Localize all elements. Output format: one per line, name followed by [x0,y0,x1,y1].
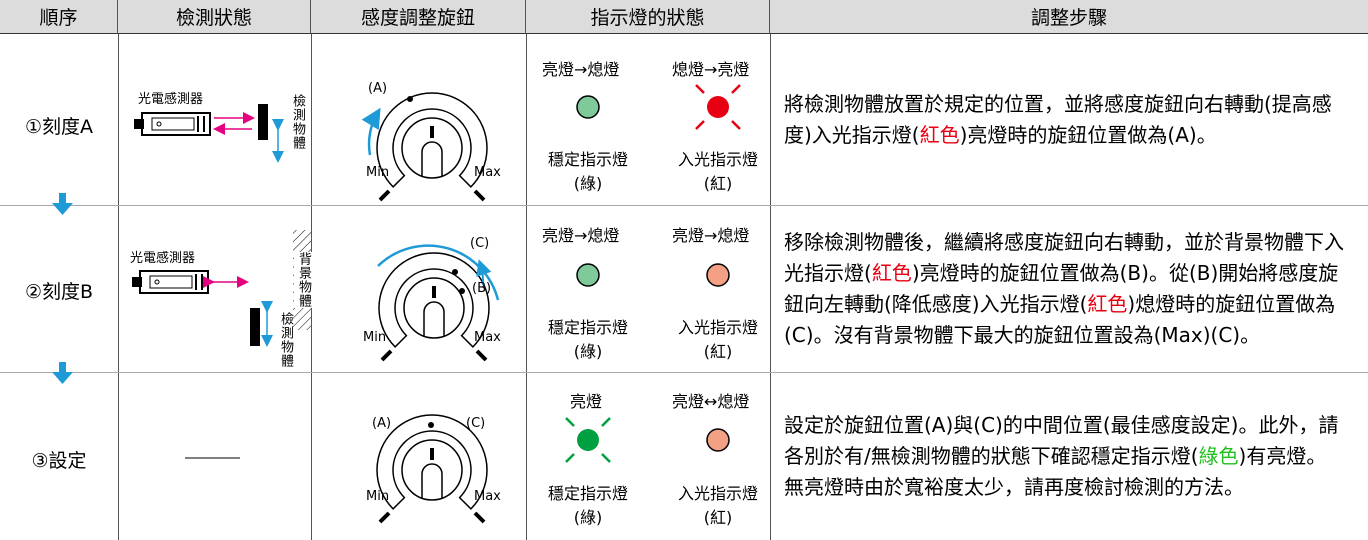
lamp [576,95,600,119]
indicator-state: 亮燈→熄燈 [542,226,620,245]
indicator-label: 穩定指示燈 (綠) [547,484,628,527]
step-text: 紅色 [1087,291,1128,316]
object-label: 檢測物體 [278,312,293,368]
indicator-state: 亮燈 [570,392,603,411]
step-text: 紅色 [871,260,912,285]
flow-arrow [52,362,73,384]
row-line [0,205,1368,206]
indicator-label: 穩定指示燈 (綠) [547,150,628,193]
object-label: 檢測物體 [290,94,305,150]
step-text: 無亮燈時由於寬裕度太少，請再度檢討檢測的方法。 [784,474,1244,499]
knob-mark: (B) [472,281,491,296]
indicator-label: 穩定指示燈 (綠) [547,318,628,361]
sensor-icon [133,112,211,136]
knob-max: Max [474,330,501,345]
steps: 移除檢測物體後，繼續將感度旋鈕向右轉動，並於背景物體下入光指示燈(紅色)亮燈時的… [770,205,1368,372]
header-cell: 順序 [0,0,118,34]
step-paragraph: 無亮燈時由於寬裕度太少，請再度檢討檢測的方法。 [784,472,1356,503]
step-text: 紅色 [919,122,960,147]
step-text: 移除檢測物體後，繼續將感度旋鈕向右轉動，並於背景物體下入光指示燈( [784,229,1344,285]
header-cell: 檢測狀態 [118,0,311,34]
lamp [576,263,600,287]
header-cell: 感度調整旋鈕 [311,0,526,34]
knob-mark: (C) [466,416,485,431]
step-text: 設定於旋鈕位置(A)與(C)的中間位置(最佳感度設定)。此外，請各別於有/無檢測… [784,412,1339,468]
knob-icon [375,91,489,202]
header-cell: 調整步驟 [770,0,1368,34]
object-icon [250,308,260,346]
indicator-label: 入光指示燈 (紅) [677,150,758,193]
step-text: )亮燈時的旋鈕位置做為(A)。 [959,122,1217,147]
sensor-label: 光電感測器 [130,251,196,266]
indicator-label: 入光指示燈 (紅) [677,318,758,361]
knob-min: Min [366,489,389,504]
indicator-state: 亮燈→熄燈 [672,226,750,245]
indicator-label: 入光指示燈 (紅) [677,484,758,527]
order: ①刻度A [24,116,94,138]
indicator-state: 熄燈→亮燈 [672,60,750,79]
step-text: 將檢測物體放置於規定的位置，並將感度旋鈕向右轉動(提高感度)入光指示燈( [784,91,1332,147]
order: ③設定 [31,450,87,472]
lamp [706,428,730,452]
sensor-icon [131,270,209,294]
header-cell: 指示燈的狀態 [526,0,770,34]
object-icon [258,104,268,140]
lamp [577,429,599,451]
steps: 將檢測物體放置於規定的位置，並將感度旋鈕向右轉動(提高感度)入光指示燈(紅色)亮… [770,34,1368,205]
knob-icon [377,251,491,362]
sensor-label: 光電感測器 [138,92,204,107]
step-text: )亮燈時的旋鈕位置做為(B)。從(B)開始將感度旋鈕向左轉動(降低感度)入光指示… [784,260,1339,316]
lamp [707,96,729,118]
step-paragraph: 移除檢測物體後，繼續將感度旋鈕向右轉動，並於背景物體下入光指示燈(紅色)亮燈時的… [784,227,1356,351]
step-text: )熄燈時的旋鈕位置做為(C)。沒有背景物體下最大的旋鈕位置設為(Max)(C)。 [784,291,1336,347]
order: ②刻度B [24,281,94,303]
knob-min: Min [366,165,389,180]
indicator-state: 亮燈→熄燈 [542,60,620,79]
knob-mark: (C) [470,236,489,251]
background-label: 背景物體 [294,252,313,308]
knob-max: Max [474,165,501,180]
lamp [706,263,730,287]
knob-icon [375,413,489,524]
knob-min: Min [363,330,386,345]
steps: 設定於旋鈕位置(A)與(C)的中間位置(最佳感度設定)。此外，請各別於有/無檢測… [770,372,1368,540]
knob-max: Max [474,489,501,504]
col-line [118,34,119,540]
indicator-state: 亮燈↔熄燈 [672,392,750,411]
knob-mark: (A) [368,81,387,96]
step-text: )有亮燈。 [1238,443,1327,468]
knob-mark: (A) [372,416,391,431]
step-text: 綠色 [1198,443,1239,468]
row-line [0,372,1368,373]
col-line [526,34,527,540]
step-paragraph: 將檢測物體放置於規定的位置，並將感度旋鈕向右轉動(提高感度)入光指示燈(紅色)亮… [784,89,1356,151]
col-line [770,34,771,540]
flow-arrow [52,193,73,215]
step-paragraph: 設定於旋鈕位置(A)與(C)的中間位置(最佳感度設定)。此外，請各別於有/無檢測… [784,410,1356,472]
